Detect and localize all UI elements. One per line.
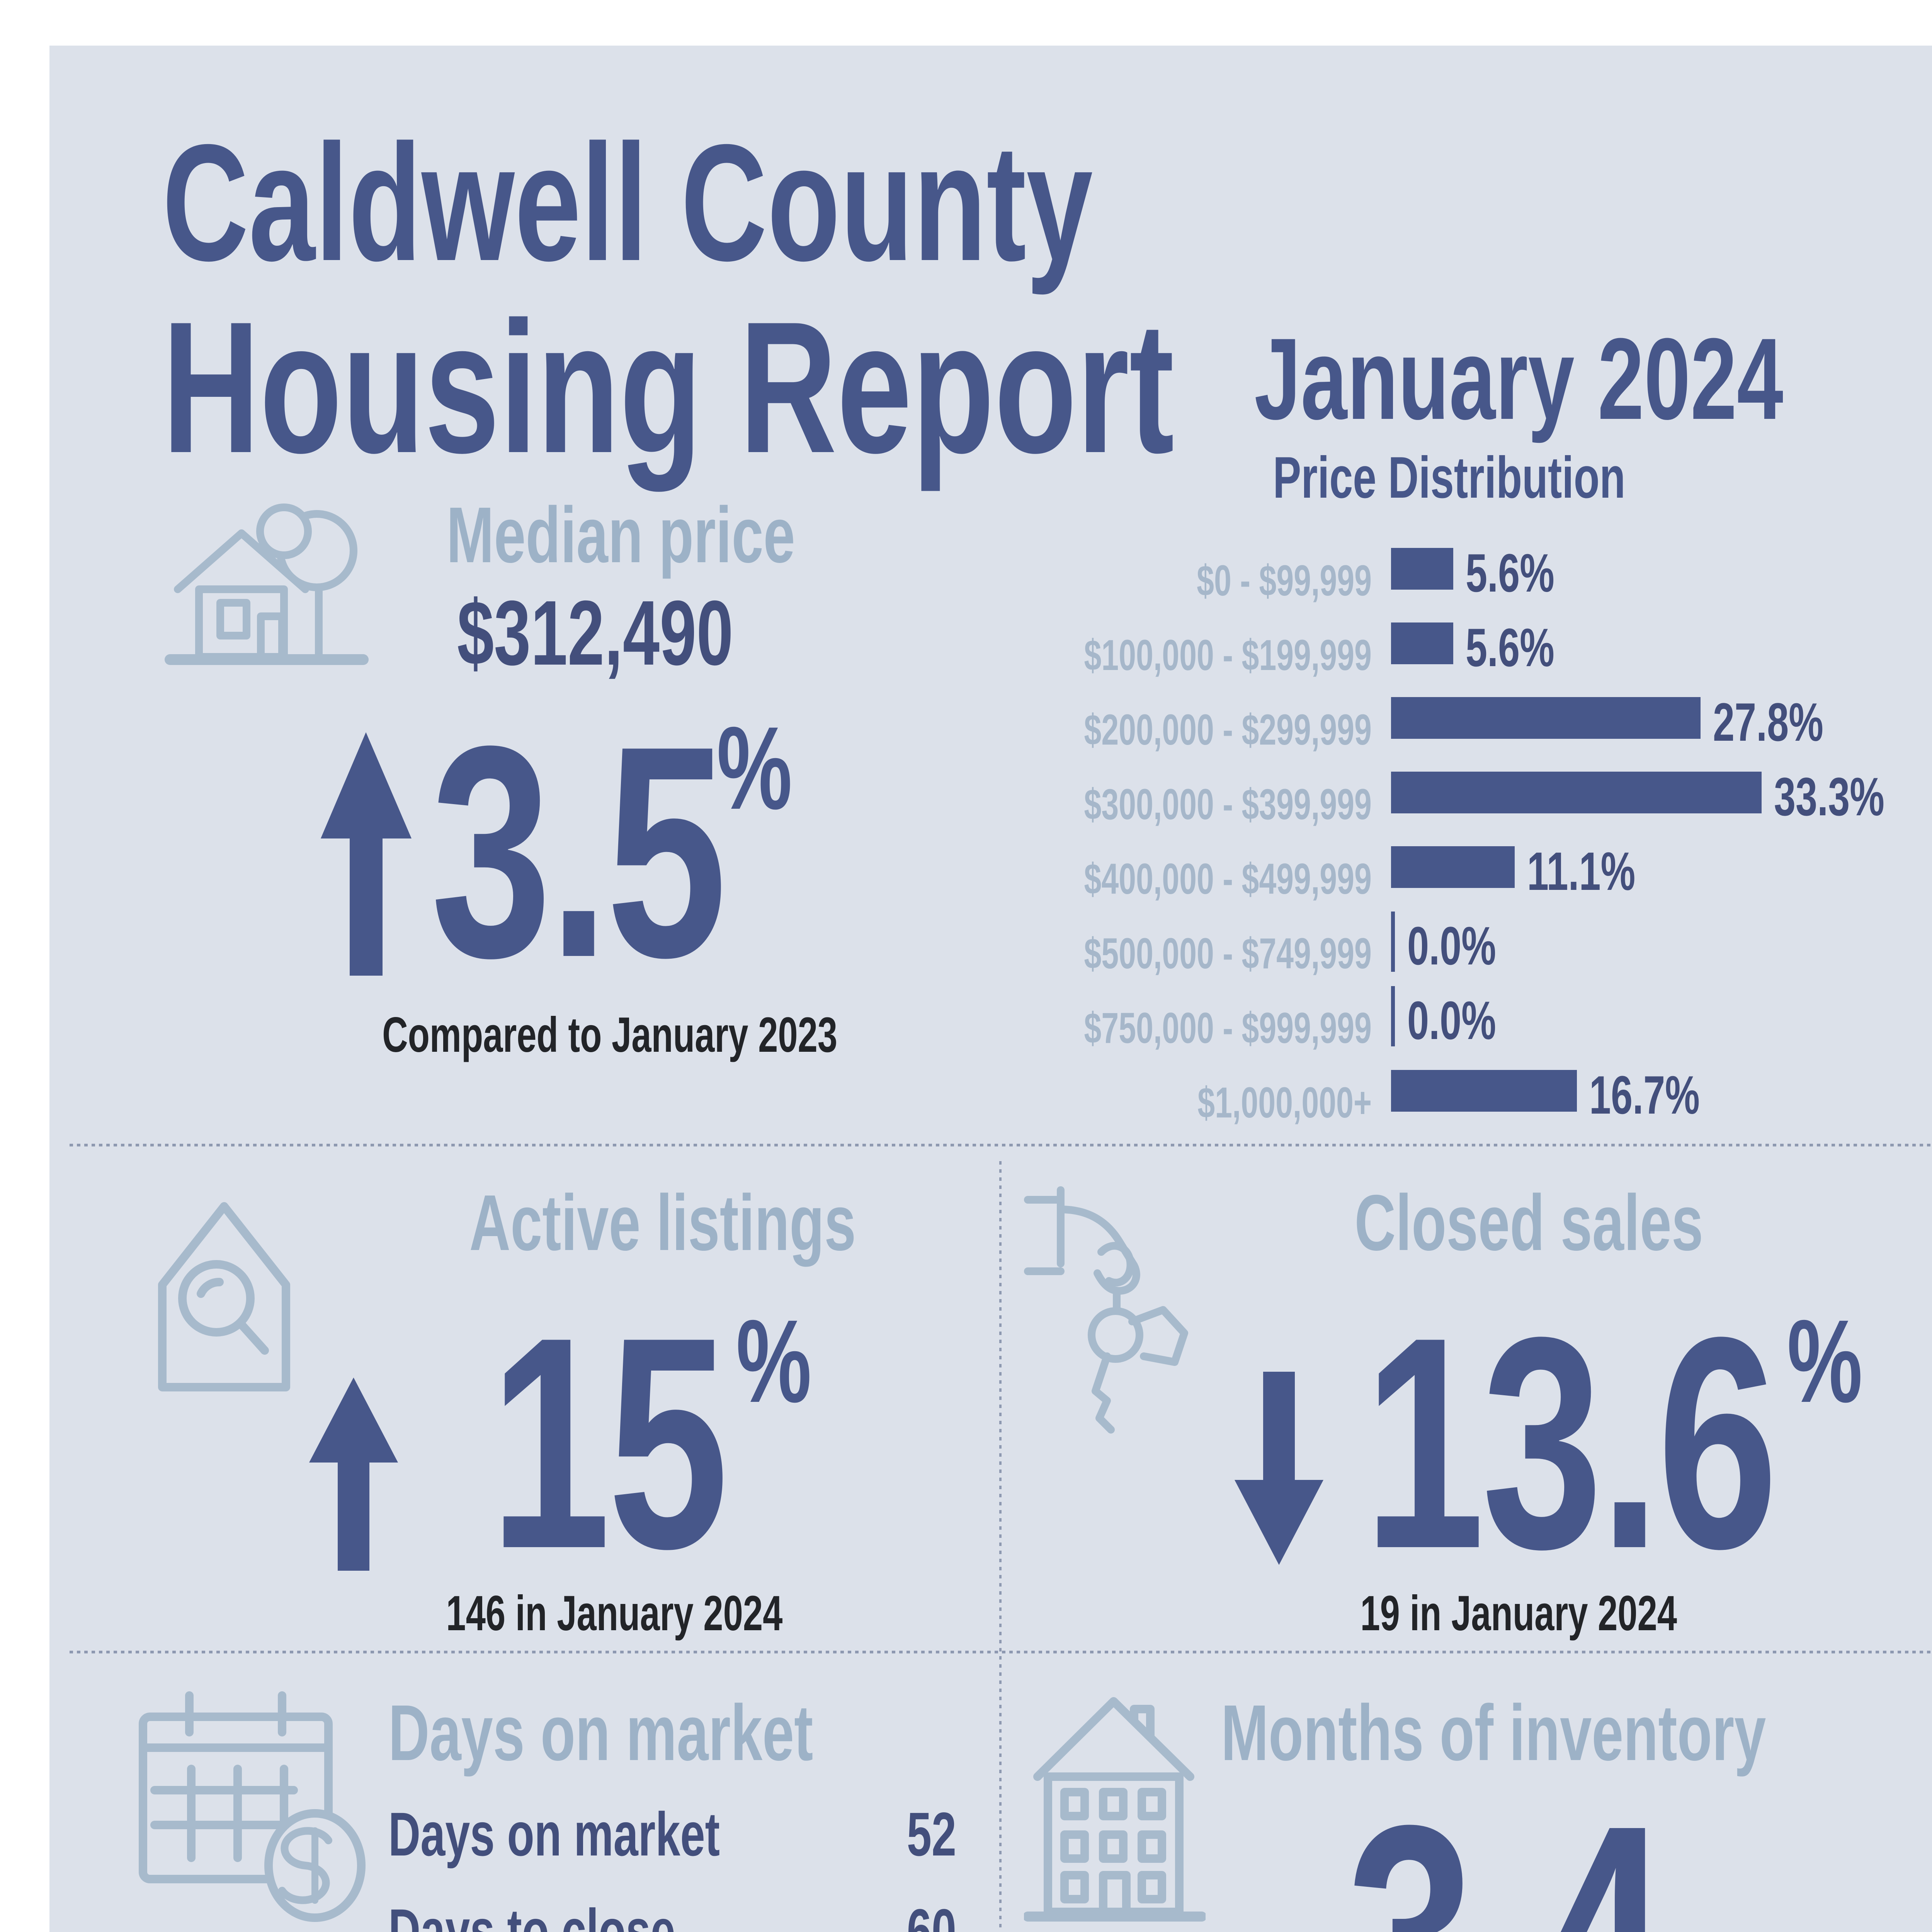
- vertical-divider: [999, 1161, 1002, 1932]
- bar: [1391, 697, 1701, 739]
- bar: [1391, 622, 1453, 664]
- chart-row: $300,000 - $399,999 33.3%: [0, 766, 1932, 837]
- report-period: January 2024: [1254, 314, 1784, 444]
- days-table-row: Days on market 52: [388, 1799, 956, 1895]
- bar-category-text: $200,000 - $299,999: [1084, 706, 1372, 754]
- bar-value-text: 11.1%: [1527, 841, 1636, 901]
- bar-value-text: 0.0%: [1407, 990, 1496, 1051]
- house-magnifier-icon: [158, 1202, 290, 1391]
- days-on-market-header: Days on market: [388, 1689, 813, 1777]
- up-arrow-icon: [309, 1378, 398, 1571]
- chart-row: $0 - $99,999 5.6%: [0, 543, 1932, 614]
- report-title-main: Housing Report: [162, 282, 1174, 492]
- bar-category-label: $200,000 - $299,999: [804, 705, 1372, 755]
- closed-sales-note: 19 in January 2024: [1360, 1586, 1677, 1641]
- active-listings-percent-sign: %: [736, 1295, 812, 1427]
- bar-category-label: $400,000 - $499,999: [804, 854, 1372, 904]
- active-listings-header: Active listings: [469, 1179, 856, 1267]
- bar-category-label: $100,000 - $199,999: [804, 630, 1372, 680]
- bar-category-text: $100,000 - $199,999: [1084, 631, 1372, 679]
- median-price-value: $312,490: [457, 582, 733, 684]
- bar-category-text: $500,000 - $749,999: [1084, 929, 1372, 978]
- bar: [1391, 846, 1515, 888]
- bar: [1391, 1070, 1577, 1112]
- chart-row: $1,000,000+ 16.7%: [0, 1065, 1932, 1136]
- bar-value-label: 16.7%: [1589, 1064, 1743, 1126]
- days-on-market-table: Days on market 52 Days to close 60: [388, 1799, 956, 1932]
- months-of-inventory-value: 3.4: [1275, 1777, 1739, 1932]
- bar-category-text: $750,000 - $999,999: [1084, 1004, 1372, 1052]
- closed-sales-change: 13.6: [1364, 1275, 1778, 1611]
- bar-category-label: $1,000,000+: [804, 1078, 1372, 1128]
- median-price-header: Median price: [446, 491, 795, 579]
- house-tree-icon: [165, 503, 369, 665]
- days-row-value: 60: [888, 1895, 956, 1932]
- days-row-label: Days to close: [388, 1895, 787, 1932]
- bar-value-text: 0.0%: [1407, 915, 1496, 976]
- report-title-county: Caldwell County: [162, 110, 1093, 296]
- closed-sales-header: Closed sales: [1354, 1179, 1703, 1267]
- horizontal-divider: [70, 1144, 1932, 1146]
- bar-category-label: $300,000 - $399,999: [804, 779, 1372, 829]
- closed-sales-percent-sign: %: [1787, 1295, 1863, 1427]
- bar-category-text: $1,000,000+: [1197, 1078, 1372, 1127]
- bar-category-text: $400,000 - $499,999: [1084, 855, 1372, 903]
- bar-value-label: 5.6%: [1466, 542, 1589, 604]
- bar-category-label: $0 - $99,999: [804, 556, 1372, 605]
- chart-row: $100,000 - $199,999 5.6%: [0, 617, 1932, 688]
- median-price-change: 3.5: [431, 684, 727, 1020]
- bar-value-label: 5.6%: [1466, 616, 1589, 679]
- building-icon: [1024, 1697, 1206, 1922]
- bar-category-text: $300,000 - $399,999: [1084, 780, 1372, 828]
- bar-category-label: $500,000 - $749,999: [804, 929, 1372, 978]
- median-price-percent-sign: %: [717, 702, 793, 834]
- bar-value-text: 16.7%: [1589, 1065, 1700, 1125]
- months-of-inventory-header: Months of inventory: [1221, 1689, 1766, 1777]
- bar: [1391, 548, 1453, 590]
- up-arrow-icon: [321, 732, 412, 976]
- days-row-label-text: Days to close: [388, 1896, 675, 1932]
- chart-row: $500,000 - $749,999 0.0%: [0, 912, 1932, 986]
- bar-value-label: 0.0%: [1407, 915, 1531, 977]
- chart-row: $400,000 - $499,999 11.1%: [0, 841, 1932, 912]
- bar-value-label: 0.0%: [1407, 989, 1531, 1052]
- bar-value-label: 33.3%: [1774, 765, 1927, 828]
- calendar-dollar-icon: [139, 1691, 366, 1922]
- days-table-row: Days to close 60: [388, 1895, 956, 1932]
- zero-bar-tick: [1391, 986, 1395, 1046]
- bar-value-text: 5.6%: [1466, 617, 1554, 678]
- bar-category-label: $750,000 - $999,999: [804, 1003, 1372, 1053]
- bar-value-text: 33.3%: [1774, 766, 1884, 827]
- bar-category-text: $0 - $99,999: [1197, 556, 1372, 605]
- bar-value-label: 11.1%: [1527, 840, 1677, 903]
- bar-value-label: 27.8%: [1713, 691, 1866, 753]
- price-distribution-title: Price Distribution: [1272, 445, 1626, 510]
- days-row-value: 52: [888, 1799, 956, 1870]
- days-row-label-text: Days on market: [388, 1799, 720, 1869]
- active-listings-change: 15: [490, 1275, 728, 1611]
- report-panel: [49, 46, 1932, 1932]
- days-row-value-text: 52: [906, 1799, 956, 1869]
- active-listings-note: 146 in January 2024: [446, 1586, 783, 1641]
- chart-row: $200,000 - $299,999 27.8%: [0, 692, 1932, 763]
- zero-bar-tick: [1391, 912, 1395, 972]
- bar: [1391, 772, 1762, 813]
- bar-value-text: 27.8%: [1713, 692, 1823, 752]
- bar-value-text: 5.6%: [1466, 543, 1554, 603]
- median-price-note: Compared to January 2023: [382, 1007, 838, 1063]
- hand-keys-icon: [1024, 1186, 1188, 1434]
- days-row-label: Days on market: [388, 1799, 849, 1870]
- chart-row: $750,000 - $999,999 0.0%: [0, 986, 1932, 1061]
- days-row-value-text: 60: [906, 1896, 956, 1932]
- down-arrow-icon: [1235, 1372, 1323, 1565]
